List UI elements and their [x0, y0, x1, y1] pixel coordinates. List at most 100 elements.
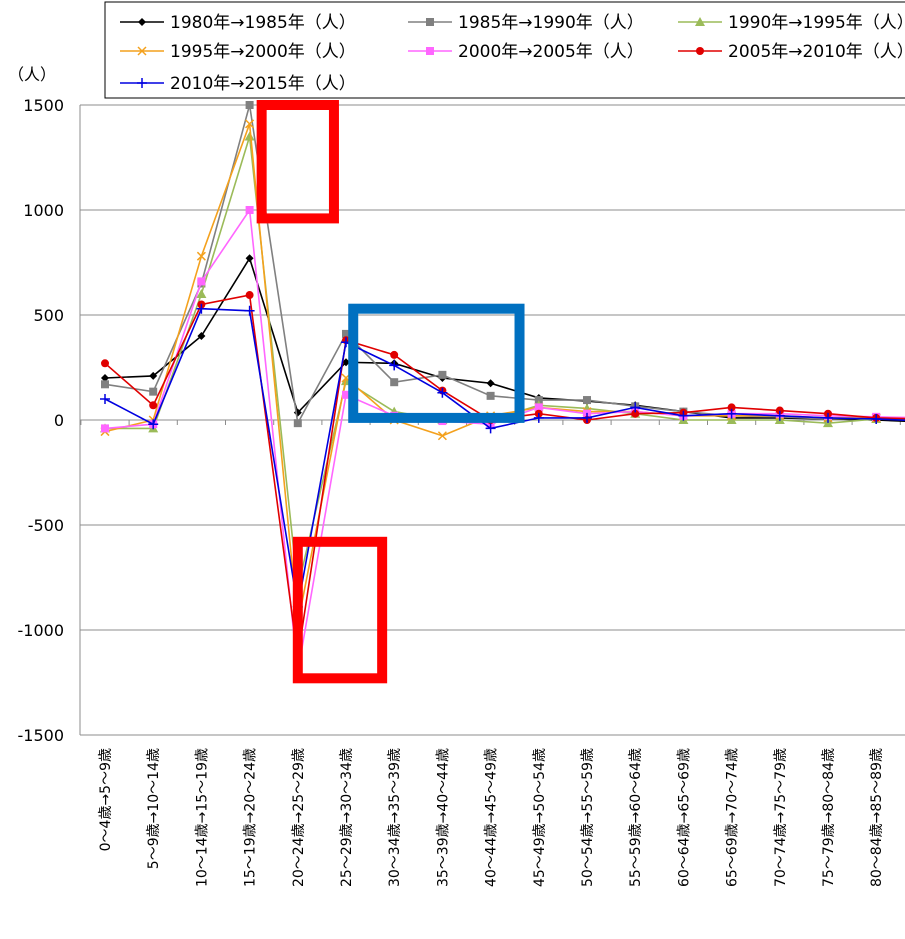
- series-line: [105, 136, 905, 589]
- legend-label: 2010年→2015年（人）: [170, 74, 356, 94]
- highlight-box: [348, 303, 525, 423]
- data-point: [390, 350, 399, 359]
- data-point: [149, 401, 158, 410]
- legend-label: 1980年→1985年（人）: [170, 13, 356, 33]
- x-tick-label: 80～84歳→85～89歳: [869, 748, 885, 887]
- data-point: [148, 419, 159, 430]
- legend-item: 1990年→1995年（人）: [678, 13, 905, 33]
- data-point: [726, 408, 737, 419]
- data-point: [245, 119, 255, 129]
- data-point: [244, 305, 255, 316]
- data-point: [871, 413, 882, 424]
- x-tick-label: 35～39歳→40～44歳: [435, 748, 451, 887]
- x-tick-label: 50～54歳→55～59歳: [580, 748, 596, 887]
- data-point: [101, 359, 109, 368]
- x-tick-label: 15～19歳→20～24歳: [243, 748, 259, 887]
- series-line: [104, 207, 905, 673]
- highlight-box: [292, 536, 388, 684]
- x-tick-label: 65～69歳→70～74歳: [725, 748, 741, 887]
- data-point: [438, 370, 447, 379]
- y-tick-labels: 1500 1000 500 0 -500 -1000 -1500: [18, 96, 65, 745]
- data-point: [437, 387, 448, 398]
- legend-item: 2005年→2010年（人）: [678, 42, 905, 62]
- x-tick-label: 60～64歳→65～69歳: [676, 748, 692, 887]
- x-tick-labels: 0～4歳→5～9歳 5～9歳→10～14歳 10～14歳→15～19歳 15～19歳→…: [98, 748, 885, 887]
- highlight-boxes: [256, 100, 525, 684]
- y-tick-label: 0: [54, 411, 64, 430]
- x-tick-label: 75～79歳→80～84歳: [821, 748, 837, 887]
- series-2: [101, 101, 905, 428]
- data-point: [197, 332, 206, 340]
- data-point: [245, 101, 254, 109]
- data-point: [582, 412, 592, 423]
- x-tick-label: 5～9歳→10～14歳: [146, 748, 162, 869]
- legend-item: 1980年→1985年（人）: [120, 13, 356, 33]
- legend-marker: [426, 47, 434, 55]
- data-point: [197, 277, 206, 286]
- data-point: [485, 423, 496, 434]
- data-point: [196, 289, 207, 298]
- x-tick-label: 70～74歳→75～79歳: [773, 748, 789, 887]
- data-point: [293, 419, 302, 428]
- legend: 1980年→1985年（人） 1985年→1990年（人） 1990年→1995年（…: [104, 1, 905, 99]
- legend-marker: [695, 17, 705, 26]
- data-point: [389, 360, 400, 371]
- data-point: [727, 403, 736, 412]
- legend-marker: [426, 18, 434, 26]
- data-point: [245, 206, 254, 214]
- data-point: [101, 374, 109, 382]
- data-point: [726, 415, 737, 424]
- data-point: [437, 431, 447, 441]
- legend-marker: [137, 46, 147, 56]
- data-point: [823, 412, 833, 423]
- x-tick-label: 30～34歳→35～39歳: [387, 748, 403, 887]
- y-unit-label: （人）: [8, 65, 56, 84]
- x-tick-label: 55～59歳→60～64歳: [628, 748, 644, 887]
- data-point: [244, 131, 255, 141]
- data-point: [101, 424, 109, 433]
- legend-marker: [137, 78, 147, 88]
- series-6: [101, 291, 905, 662]
- x-tick-label: 10～14歳→15～19歳: [194, 748, 210, 887]
- data-point: [245, 254, 254, 263]
- legend-marker: [696, 47, 704, 55]
- series-1: [101, 254, 905, 424]
- series-4: [100, 119, 905, 629]
- x-tick-label: 20～24歳→25～29歳: [291, 748, 307, 887]
- y-tick-label: 1000: [23, 201, 64, 220]
- data-point: [196, 303, 207, 314]
- data-point: [774, 410, 785, 421]
- data-point: [486, 379, 495, 388]
- series-7: [100, 303, 905, 612]
- legend-label: 1995年→2000年（人）: [170, 42, 356, 62]
- data-point: [342, 329, 350, 338]
- data-point: [534, 403, 543, 412]
- x-tick-label: 0～4歳→5～9歳: [98, 748, 114, 851]
- data-point: [100, 394, 110, 404]
- data-point: [149, 371, 158, 380]
- legend-marker: [138, 18, 146, 26]
- x-tick-label: 40～44歳→45～49歳: [484, 748, 500, 887]
- data-point: [245, 291, 254, 300]
- data-point: [631, 409, 640, 418]
- legend-item: 1985年→1990年（人）: [408, 13, 644, 33]
- legend-label: 2000年→2005年（人）: [458, 42, 644, 62]
- legend-box: [104, 1, 905, 99]
- series-line: [104, 104, 905, 426]
- x-tick-label: 45～49歳→50～54歳: [532, 748, 548, 887]
- data-point: [630, 402, 641, 413]
- series-5: [101, 206, 905, 676]
- y-tick-label: -1500: [18, 726, 65, 745]
- highlight-box: [256, 100, 339, 224]
- data-point: [583, 396, 591, 405]
- series-lines: [100, 101, 905, 676]
- data-point: [533, 412, 544, 423]
- x-tick-label: 25～29歳→30～34歳: [339, 748, 355, 887]
- y-tick-label: 1500: [23, 96, 64, 115]
- legend-label: 1985年→1990年（人）: [458, 13, 644, 33]
- legend-label: 2005年→2010年（人）: [728, 42, 905, 62]
- y-tick-label: 500: [33, 306, 64, 325]
- y-tick-label: -500: [28, 516, 64, 535]
- legend-item: 2010年→2015年（人）: [120, 74, 356, 94]
